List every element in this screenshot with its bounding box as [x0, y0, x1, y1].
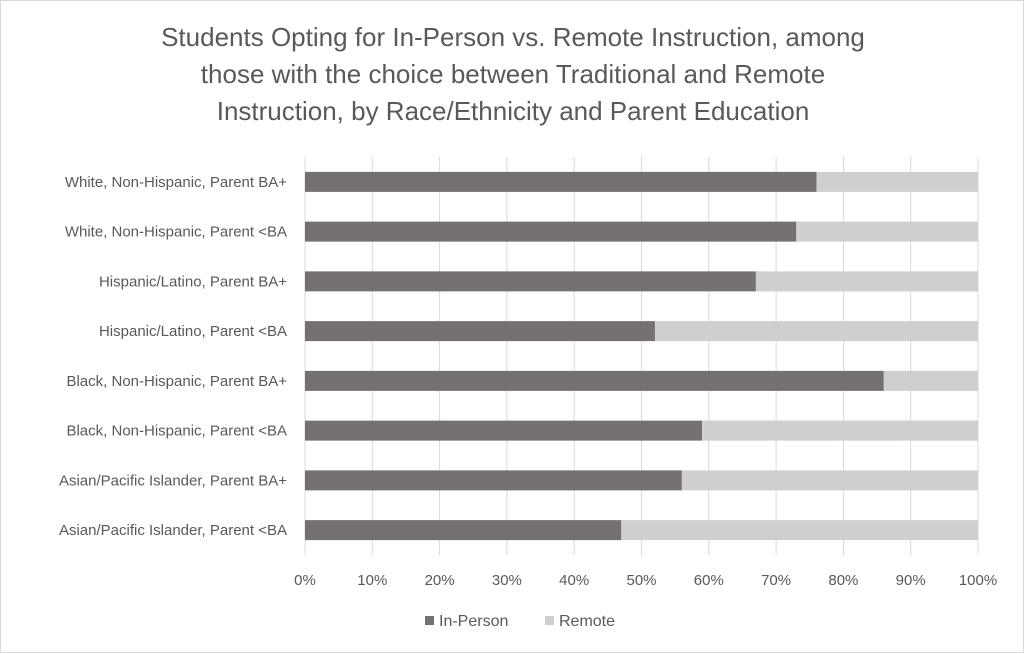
x-tick-label: 60% [694, 572, 724, 589]
category-label: Asian/Pacific Islander, Parent <BA [59, 522, 287, 539]
category-label: Hispanic/Latino, Parent BA+ [99, 273, 287, 290]
x-tick-label: 40% [559, 572, 589, 589]
x-tick-label: 0% [294, 572, 316, 589]
bar-in-person [305, 520, 622, 541]
bar-remote [796, 221, 978, 242]
category-label: White, Non-Hispanic, Parent <BA [65, 224, 287, 241]
x-tick-label: 70% [761, 572, 791, 589]
x-tick-label: 20% [425, 572, 455, 589]
chart-title-line: Students Opting for In-Person vs. Remote… [161, 22, 865, 52]
bar-remote [816, 171, 978, 192]
bar-remote [621, 520, 978, 541]
x-tick-label: 50% [626, 572, 656, 589]
legend-swatch [545, 616, 554, 625]
category-label: Asian/Pacific Islander, Parent BA+ [59, 472, 287, 489]
category-label: Black, Non-Hispanic, Parent <BA [66, 423, 287, 440]
bar-in-person [305, 321, 655, 342]
x-tick-label: 80% [828, 572, 858, 589]
bar-in-person [305, 370, 884, 391]
x-tick-label: 30% [492, 572, 522, 589]
bar-remote [702, 420, 978, 441]
legend-swatch [425, 616, 434, 625]
x-tick-label: 10% [357, 572, 387, 589]
chart-title-line: those with the choice between Traditiona… [200, 59, 826, 89]
bar-in-person [305, 420, 703, 441]
bar-remote [681, 470, 978, 491]
bar-remote [654, 321, 978, 342]
chart-title-line: Instruction, by Race/Ethnicity and Paren… [216, 96, 810, 126]
bar-in-person [305, 271, 756, 292]
bar-remote [755, 271, 978, 292]
category-label: Hispanic/Latino, Parent <BA [99, 323, 287, 340]
x-tick-label: 100% [959, 572, 997, 589]
legend-label: In-Person [439, 613, 508, 630]
x-tick-label: 90% [896, 572, 926, 589]
legend-label: Remote [559, 613, 615, 630]
chart-title: Students Opting for In-Person vs. Remote… [1, 19, 1024, 130]
bar-in-person [305, 171, 817, 192]
bar-in-person [305, 470, 682, 491]
bar-in-person [305, 221, 797, 242]
category-label: Black, Non-Hispanic, Parent BA+ [66, 373, 287, 390]
category-label: White, Non-Hispanic, Parent BA+ [65, 174, 287, 191]
bar-remote [883, 370, 978, 391]
